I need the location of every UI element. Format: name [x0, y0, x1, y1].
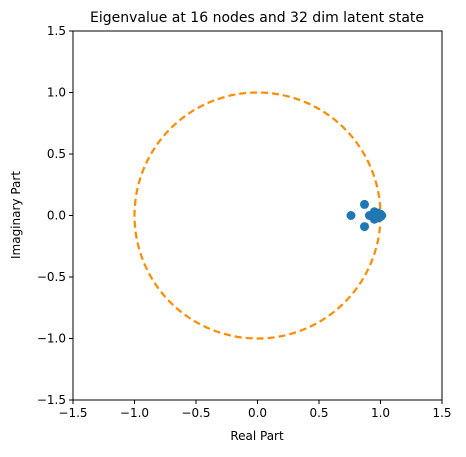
eigenvalue-point	[346, 211, 356, 220]
y-tick-label: −1.0	[37, 332, 66, 346]
eigenvalue-point	[374, 212, 384, 222]
x-tick-label: 1.0	[371, 406, 390, 420]
chart-title: Eigenvalue at 16 nodes and 32 dim latent…	[90, 10, 424, 26]
x-tick-label: −1.0	[120, 406, 149, 420]
plot-frame	[72, 30, 443, 401]
x-tick-label: 1.5	[432, 406, 451, 420]
y-tick-label: 1.0	[47, 86, 66, 100]
y-tick-label: −0.5	[37, 270, 66, 284]
x-tick-label: −0.5	[181, 406, 210, 420]
tick-layer: −1.5 −1.0 −0.5 0.0 0.5 1.0 1.5 −1.5 −1.0 −0.5 0.0 0…	[37, 24, 452, 420]
x-axis-label: Real Part	[230, 429, 284, 443]
x-tick-label: 0.5	[309, 406, 328, 420]
x-tick-label: −1.5	[58, 406, 87, 420]
y-axis-label: Imaginary Part	[9, 171, 23, 259]
y-tick-label: 1.5	[47, 24, 66, 38]
y-tick-label: −1.5	[37, 393, 66, 407]
eigenvalue-point	[360, 222, 370, 232]
y-tick-label: 0.5	[47, 147, 66, 161]
eigenvalue-point	[360, 199, 370, 209]
plot-area	[133, 91, 387, 340]
y-tick-label: 0.0	[47, 209, 66, 223]
x-tick-label: 0.0	[248, 406, 267, 420]
